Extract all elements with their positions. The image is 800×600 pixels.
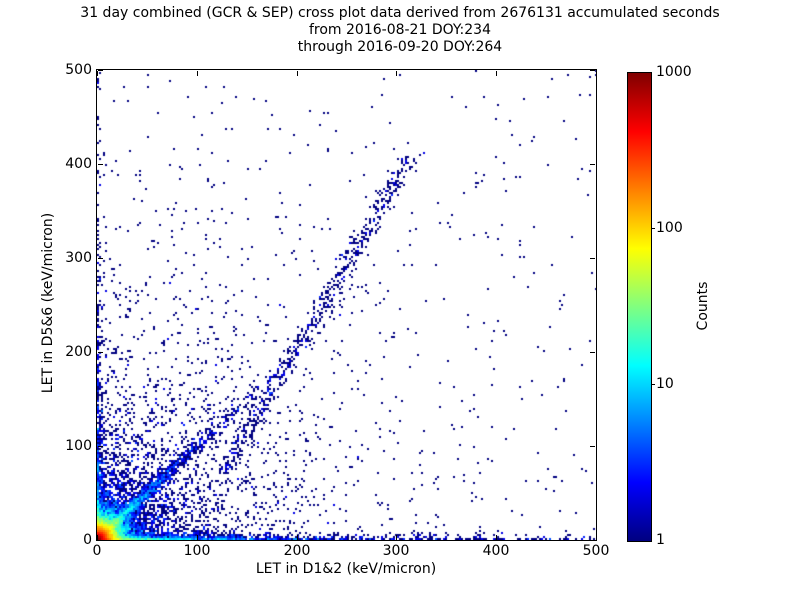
chart-title-line-1: 31 day combined (GCR & SEP) cross plot d…	[80, 5, 720, 21]
y-tick-left-300	[98, 258, 103, 259]
colorbar-tick-label-10: 10	[656, 376, 674, 392]
y-tick-label-100: 100	[65, 438, 92, 454]
x-tick-label-200: 200	[283, 543, 311, 559]
y-tick-label-400: 400	[65, 156, 92, 172]
x-tick-top-300	[396, 71, 397, 76]
y-tick-right-0	[590, 540, 595, 541]
colorbar-tick-100	[651, 228, 655, 229]
x-tick-top-200	[297, 71, 298, 76]
x-tick-bottom-0	[97, 535, 98, 540]
colorbar-tick-label-1000: 1000	[656, 64, 692, 80]
chart-title: 31 day combined (GCR & SEP) cross plot d…	[0, 5, 800, 56]
y-tick-label-300: 300	[65, 250, 92, 266]
y-tick-right-200	[590, 352, 595, 353]
x-tick-label-100: 100	[183, 543, 211, 559]
x-tick-bottom-300	[396, 535, 397, 540]
x-tick-top-0	[97, 71, 98, 76]
chart-title-line-3: through 2016-09-20 DOY:264	[297, 39, 503, 55]
y-axis-label: LET in D5&6 (keV/micron)	[40, 212, 56, 394]
x-tick-label-300: 300	[382, 543, 410, 559]
x-tick-bottom-400	[496, 535, 497, 540]
x-tick-top-400	[496, 71, 497, 76]
y-tick-right-500	[590, 70, 595, 71]
y-tick-label-0: 0	[83, 532, 92, 548]
x-tick-label-0: 0	[92, 543, 102, 559]
plot-area	[96, 69, 597, 541]
y-tick-left-100	[98, 446, 103, 447]
colorbar-tick-10	[651, 384, 655, 385]
y-tick-right-400	[590, 164, 595, 165]
colorbar-tick-label-100: 100	[656, 220, 683, 236]
colorbar	[627, 72, 652, 542]
x-tick-bottom-200	[297, 535, 298, 540]
colorbar-label: Counts	[695, 281, 711, 331]
y-tick-left-200	[98, 352, 103, 353]
y-tick-label-200: 200	[65, 344, 92, 360]
y-tick-left-0	[98, 540, 103, 541]
y-tick-right-300	[590, 258, 595, 259]
scatter-heatmap-canvas	[97, 70, 596, 540]
colorbar-tick-label-1: 1	[656, 532, 665, 548]
x-tick-bottom-100	[197, 535, 198, 540]
x-tick-label-400: 400	[482, 543, 510, 559]
x-tick-top-100	[197, 71, 198, 76]
x-tick-bottom-500	[596, 535, 597, 540]
y-tick-left-400	[98, 164, 103, 165]
y-tick-right-100	[590, 446, 595, 447]
chart-title-line-2: from 2016-08-21 DOY:234	[308, 22, 491, 38]
x-axis-label: LET in D1&2 (keV/micron)	[255, 561, 437, 577]
y-tick-left-500	[98, 70, 103, 71]
x-tick-top-500	[596, 71, 597, 76]
y-tick-label-500: 500	[65, 62, 92, 78]
x-tick-label-500: 500	[582, 543, 610, 559]
